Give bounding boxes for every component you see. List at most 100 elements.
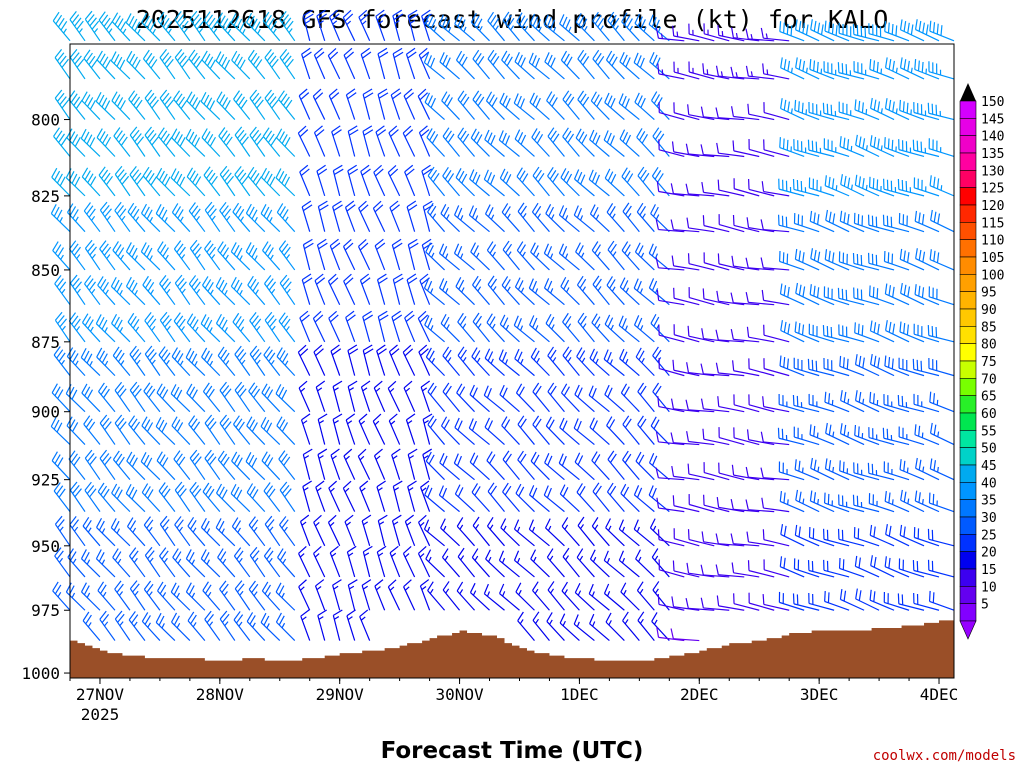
wind-barb (635, 93, 654, 120)
wind-barb (145, 90, 160, 120)
wind-barb-feather (624, 487, 629, 496)
wind-barb-half-feather (487, 591, 489, 596)
wind-barb-half-feather (226, 360, 229, 364)
wind-barb-feather (651, 314, 656, 323)
wind-barb (408, 239, 418, 270)
wind-barb-feather (425, 485, 429, 495)
wind-barb-feather (163, 458, 168, 467)
wind-barb-feather (732, 256, 734, 266)
wind-barb (531, 452, 549, 480)
wind-barb-feather (521, 135, 525, 144)
wind-barb (749, 593, 774, 611)
wind-barb-shaft (658, 478, 684, 480)
wind-barb-feather (671, 219, 673, 229)
wind-barb-feather (503, 172, 508, 181)
wind-barb (276, 583, 295, 610)
wind-barb-half-feather (788, 499, 789, 504)
wind-barb-feather (115, 95, 120, 104)
wind-barb (378, 89, 388, 120)
wind-barb-half-feather (431, 288, 433, 293)
wind-barb (69, 91, 85, 120)
wind-barb-feather (896, 25, 897, 35)
wind-barb-feather (908, 61, 910, 71)
wind-barb-half-feather (518, 527, 520, 532)
wind-barb-feather (249, 245, 254, 254)
wind-barb-feather (117, 97, 122, 106)
wind-barb-feather (516, 484, 521, 493)
wind-barb-feather (608, 96, 612, 106)
wind-barb (299, 580, 310, 611)
wind-barb (205, 415, 220, 445)
wind-barb (914, 394, 939, 412)
wind-barb-feather (731, 499, 733, 509)
wind-barb-shaft (764, 150, 789, 157)
wind-barb (443, 347, 460, 376)
wind-barb-feather (844, 212, 845, 222)
wind-barb (486, 92, 504, 120)
wind-barb (590, 205, 609, 232)
wind-barb-feather (84, 586, 89, 595)
wind-barb-feather (908, 252, 909, 262)
wind-barb-feather (814, 213, 815, 223)
wind-barb-feather (162, 174, 167, 183)
wind-barb (315, 274, 325, 305)
wind-barb-feather (889, 100, 891, 110)
wind-barb-feather (299, 580, 307, 587)
wind-barb-feather (814, 492, 815, 502)
wind-barb-feather (429, 245, 434, 254)
wind-barb-feather (333, 610, 342, 615)
wind-barb-feather (620, 349, 624, 359)
wind-barb (233, 203, 250, 232)
wind-barb-feather (500, 93, 504, 103)
wind-barb (158, 128, 174, 157)
wind-barb-feather (252, 458, 257, 467)
wind-barb-feather (904, 323, 905, 333)
x-tick-label: 27NOV (76, 685, 125, 704)
wind-barb-half-feather (361, 421, 365, 424)
wind-barb-feather (934, 177, 935, 187)
wind-barb-feather (473, 208, 477, 218)
wind-barb-feather (333, 381, 342, 386)
wind-barb-half-feather (283, 559, 286, 563)
wind-barb (592, 452, 610, 480)
wind-barb-feather (189, 351, 194, 360)
wind-barb-feather (545, 453, 549, 463)
wind-barb-feather (500, 315, 505, 324)
wind-barb-feather (747, 532, 748, 542)
wind-barb (231, 277, 249, 305)
wind-barb-feather (514, 520, 518, 530)
wind-barb (687, 218, 714, 232)
wind-barb-feather (486, 205, 491, 214)
wind-barb-feather (302, 414, 311, 420)
wind-barb (719, 214, 744, 232)
wind-barb-feather (904, 527, 905, 537)
wind-barb (780, 137, 804, 156)
wind-barb (405, 311, 415, 342)
wind-barb-feather (485, 418, 489, 427)
wind-barb-half-feather (567, 287, 569, 292)
wind-barb (186, 348, 205, 375)
wind-barb (533, 383, 550, 412)
wind-barb-feather (626, 58, 630, 67)
wind-barb-feather (878, 324, 879, 334)
wind-barb-half-feather (582, 358, 585, 363)
wind-barb-feather (285, 177, 290, 186)
wind-barb-feather (195, 100, 200, 109)
wind-barb-half-feather (626, 288, 628, 293)
wind-barb (734, 427, 759, 444)
wind-barb-half-feather (376, 388, 380, 391)
wind-barb-feather (208, 134, 213, 143)
wind-barb-half-feather (193, 622, 196, 626)
wind-barb-feather (650, 453, 654, 463)
wind-barb-feather (930, 591, 931, 601)
wind-barb (500, 169, 519, 196)
wind-barb-feather (377, 481, 386, 487)
wind-barb (250, 547, 265, 577)
wind-barb-half-feather (102, 560, 104, 565)
wind-barb (428, 582, 445, 611)
wind-barb (115, 415, 130, 445)
wind-barb (160, 312, 175, 342)
wind-barb-half-feather (105, 327, 107, 332)
wind-barb-half-feather (239, 558, 242, 562)
wind-barb-half-feather (550, 556, 553, 560)
